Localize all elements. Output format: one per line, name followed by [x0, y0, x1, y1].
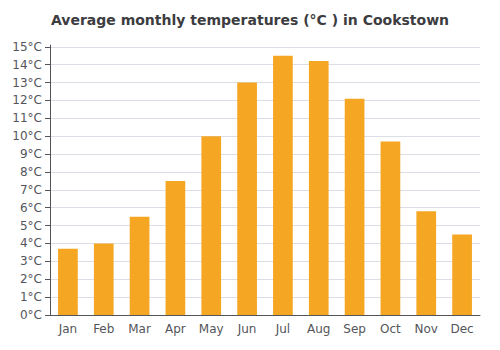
svg-text:Average monthly temperatures (: Average monthly temperatures (°C ) in Co… [51, 12, 449, 28]
svg-text:11°C: 11°C [12, 111, 42, 125]
svg-text:Mar: Mar [128, 322, 151, 336]
svg-text:Oct: Oct [380, 322, 401, 336]
svg-text:1°C: 1°C [20, 290, 42, 304]
svg-text:8°C: 8°C [20, 165, 42, 179]
svg-text:6°C: 6°C [20, 201, 42, 215]
svg-text:May: May [199, 322, 224, 336]
svg-text:0°C: 0°C [20, 308, 42, 322]
svg-text:Jul: Jul [275, 322, 290, 336]
svg-text:10°C: 10°C [12, 129, 42, 143]
svg-text:Sep: Sep [343, 322, 366, 336]
svg-text:3°C: 3°C [20, 254, 42, 268]
svg-text:15°C: 15°C [12, 40, 42, 54]
svg-text:Jan: Jan [58, 322, 78, 336]
svg-text:14°C: 14°C [12, 58, 42, 72]
svg-text:Jun: Jun [237, 322, 257, 336]
svg-text:7°C: 7°C [20, 183, 42, 197]
svg-text:5°C: 5°C [20, 219, 42, 233]
svg-text:Nov: Nov [415, 322, 438, 336]
svg-text:Aug: Aug [307, 322, 330, 336]
svg-text:13°C: 13°C [12, 76, 42, 90]
svg-text:9°C: 9°C [20, 147, 42, 161]
svg-text:4°C: 4°C [20, 236, 42, 250]
svg-text:Feb: Feb [93, 322, 114, 336]
svg-text:12°C: 12°C [12, 93, 42, 107]
svg-text:2°C: 2°C [20, 272, 42, 286]
svg-text:Dec: Dec [450, 322, 473, 336]
svg-text:Apr: Apr [165, 322, 186, 336]
